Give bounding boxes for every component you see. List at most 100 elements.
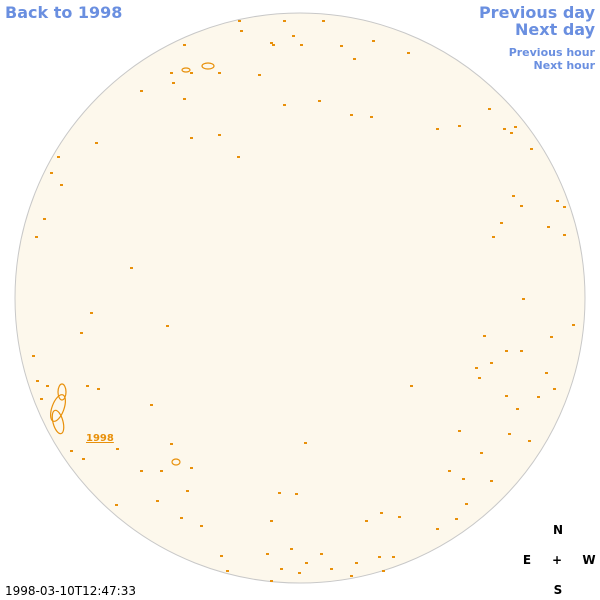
spot [365, 520, 368, 522]
spot [462, 478, 465, 480]
spot [505, 395, 508, 397]
spot [545, 372, 548, 374]
spot [478, 377, 481, 379]
compass-east: E [523, 553, 531, 567]
spot [537, 396, 540, 398]
spot [200, 525, 203, 527]
spot [226, 570, 229, 572]
next-hour-link[interactable]: Next hour [534, 59, 596, 72]
spot-contour [51, 409, 65, 435]
solar-disk [14, 12, 586, 584]
spot [270, 520, 273, 522]
spot [90, 312, 93, 314]
spot [283, 20, 286, 22]
spot [170, 72, 173, 74]
spot [190, 137, 193, 139]
spot [295, 493, 298, 495]
spot [298, 572, 301, 574]
spot [318, 100, 321, 102]
spot [280, 568, 283, 570]
spot [563, 234, 566, 236]
spot [82, 458, 85, 460]
spot [436, 528, 439, 530]
spot [283, 104, 286, 106]
spot [218, 134, 221, 136]
spot [503, 128, 506, 130]
spot [480, 452, 483, 454]
spot [43, 218, 46, 220]
spot [355, 562, 358, 564]
compass-south: S [554, 583, 563, 597]
spot [50, 172, 53, 174]
spot [380, 512, 383, 514]
spot [183, 98, 186, 100]
compass-west: W [582, 553, 595, 567]
spot [305, 562, 308, 564]
spot [140, 470, 143, 472]
previous-day-link[interactable]: Previous day [479, 3, 596, 22]
spot [220, 555, 223, 557]
spot [350, 114, 353, 116]
spot [553, 388, 556, 390]
spot [514, 126, 517, 128]
back-link[interactable]: Back to 1998 [5, 3, 122, 22]
spot [350, 575, 353, 577]
spot [530, 148, 533, 150]
spot [237, 156, 240, 158]
spot [270, 580, 273, 582]
spot [238, 20, 241, 22]
spot [160, 470, 163, 472]
spot [46, 385, 49, 387]
spot [36, 380, 39, 382]
spot [572, 324, 575, 326]
spot [563, 206, 566, 208]
spot [186, 490, 189, 492]
spot [95, 142, 98, 144]
spot [392, 556, 395, 558]
spot [520, 205, 523, 207]
spot [407, 52, 410, 54]
spot [300, 44, 303, 46]
spot [458, 125, 461, 127]
spot [508, 433, 511, 435]
timestamp: 1998-03-10T12:47:33 [5, 584, 136, 598]
spot [490, 362, 493, 364]
spot [258, 74, 261, 76]
spot [97, 388, 100, 390]
spot [304, 442, 307, 444]
spot [483, 335, 486, 337]
spot [156, 500, 159, 502]
spot [512, 195, 515, 197]
spot-contour [181, 67, 191, 73]
spot-contour [201, 62, 215, 70]
spot [353, 58, 356, 60]
spot [86, 385, 89, 387]
next-day-link[interactable]: Next day [515, 20, 596, 39]
spot [70, 450, 73, 452]
spot [290, 548, 293, 550]
spot [550, 336, 553, 338]
spot [500, 222, 503, 224]
spot [218, 72, 221, 74]
spot [340, 45, 343, 47]
spot [172, 82, 175, 84]
spot [57, 156, 60, 158]
spot [455, 518, 458, 520]
region-label[interactable]: 1998 [86, 433, 114, 444]
spot [190, 72, 193, 74]
spot-contour [57, 383, 67, 401]
spot [410, 385, 413, 387]
spot [60, 184, 63, 186]
previous-hour-link[interactable]: Previous hour [509, 46, 596, 59]
spot [170, 443, 173, 445]
spot [398, 516, 401, 518]
spot [240, 30, 243, 32]
spot [40, 398, 43, 400]
spot [528, 440, 531, 442]
spot [35, 236, 38, 238]
spot [115, 504, 118, 506]
spot [372, 40, 375, 42]
spot [458, 430, 461, 432]
spot [150, 404, 153, 406]
